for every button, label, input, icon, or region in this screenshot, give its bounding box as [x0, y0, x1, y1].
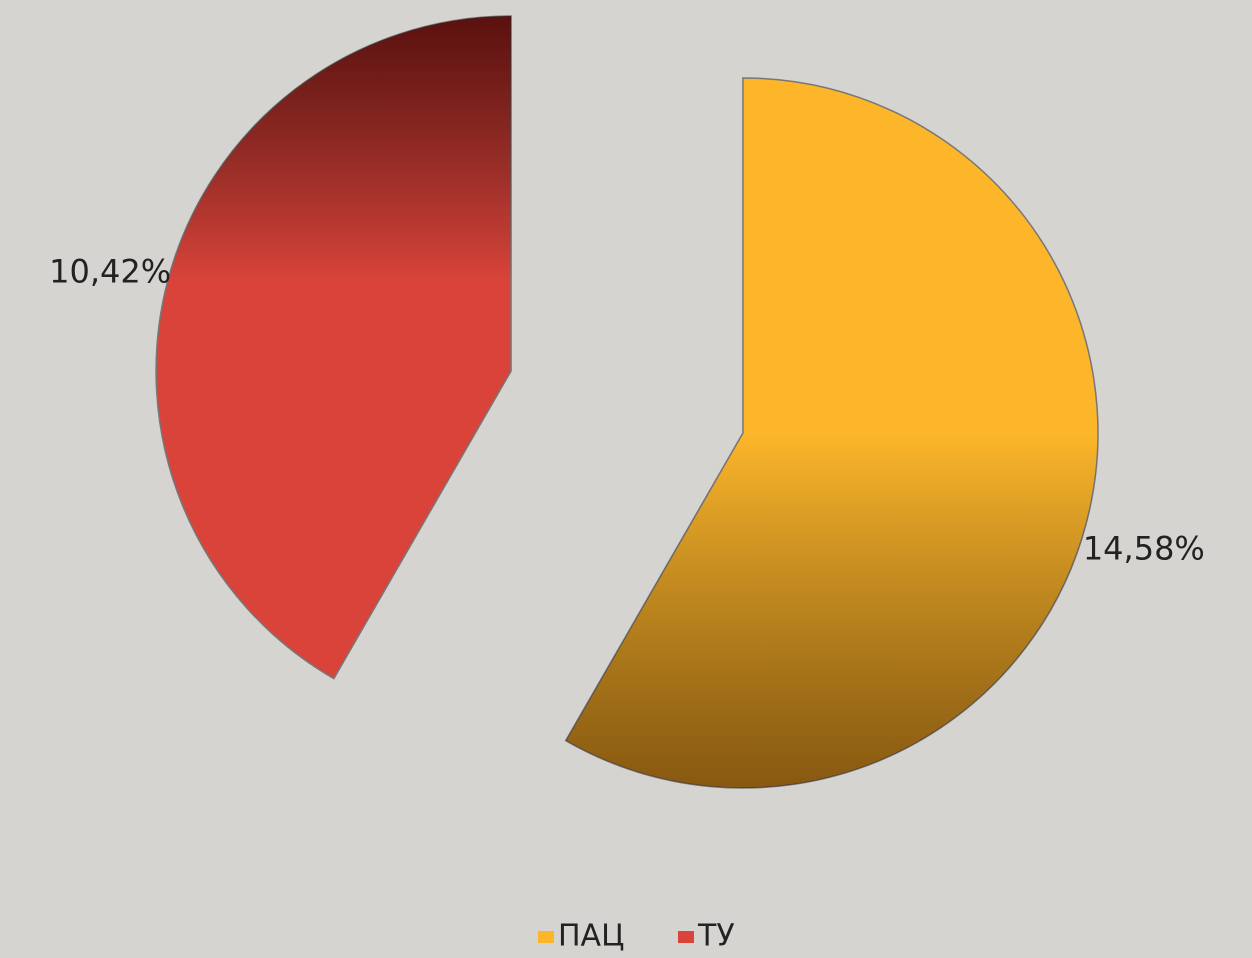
pie-slice — [155, 15, 512, 680]
legend-swatch — [678, 931, 694, 943]
pie-slice — [564, 77, 1099, 789]
data-label: 10,42% — [49, 253, 171, 291]
legend-swatch — [538, 931, 554, 943]
data-label: 14,58% — [1083, 529, 1205, 567]
legend-text: ТУ — [697, 919, 735, 954]
legend-text: ПАЦ — [558, 919, 624, 954]
